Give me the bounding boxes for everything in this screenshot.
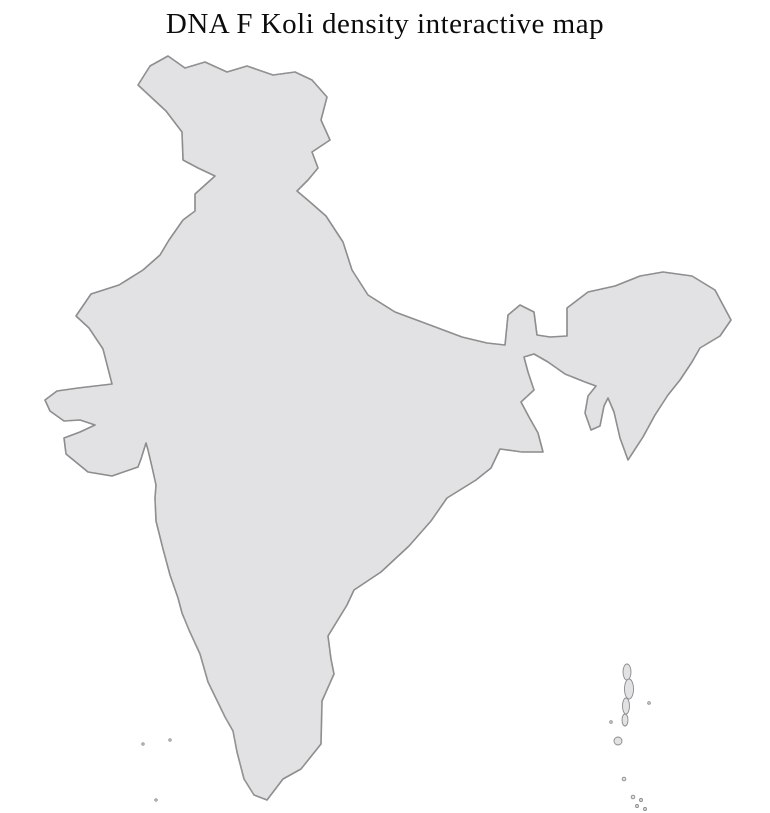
- island-nicobar-3[interactable]: [639, 798, 643, 802]
- island-andaman-1[interactable]: [622, 663, 632, 681]
- island-lakshadweep-2[interactable]: [168, 738, 172, 742]
- island-lakshadweep-3[interactable]: [154, 798, 158, 802]
- island-nicobar-4[interactable]: [635, 804, 639, 808]
- island-andaman-4[interactable]: [621, 713, 629, 727]
- island-lakshadweep-1[interactable]: [141, 742, 145, 746]
- island-nicobar-5[interactable]: [643, 807, 647, 811]
- island-nicobar-1[interactable]: [621, 776, 627, 782]
- page-title: DNA F Koli density interactive map: [165, 8, 605, 40]
- island-nicobar-2[interactable]: [630, 794, 636, 800]
- island-groups: [141, 663, 651, 811]
- island-dot-1[interactable]: [609, 720, 613, 724]
- island-andaman-2[interactable]: [624, 678, 634, 700]
- island-dot-2[interactable]: [647, 701, 651, 705]
- island-andaman-5[interactable]: [613, 736, 623, 746]
- island-andaman-3[interactable]: [622, 697, 630, 715]
